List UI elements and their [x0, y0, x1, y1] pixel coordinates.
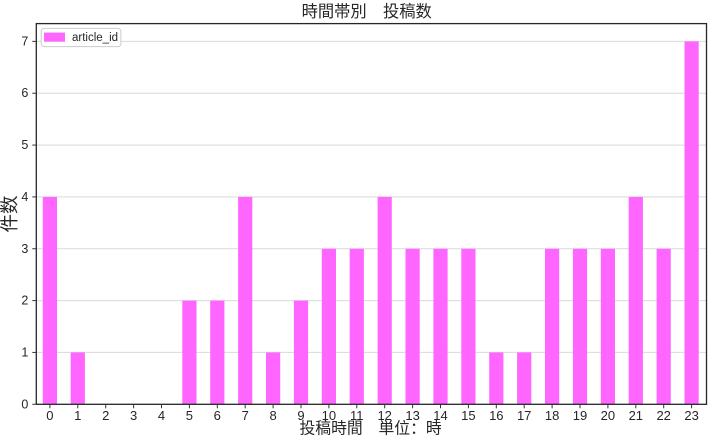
svg-text:15: 15	[461, 408, 475, 423]
svg-text:投稿時間 単位：時: 投稿時間 単位：時	[300, 420, 442, 438]
svg-text:23: 23	[684, 408, 698, 423]
svg-text:1: 1	[74, 408, 81, 423]
svg-text:1: 1	[21, 345, 28, 359]
svg-text:18: 18	[545, 408, 559, 423]
svg-text:7: 7	[21, 34, 28, 48]
svg-text:20: 20	[601, 408, 615, 423]
svg-text:8: 8	[269, 408, 276, 423]
svg-text:22: 22	[656, 408, 670, 423]
svg-text:4: 4	[21, 190, 28, 204]
svg-text:件数: 件数	[0, 195, 20, 232]
svg-text:2: 2	[102, 408, 109, 423]
svg-text:6: 6	[21, 86, 28, 100]
svg-text:0: 0	[46, 408, 53, 423]
svg-text:0: 0	[21, 397, 28, 411]
svg-text:3: 3	[130, 408, 137, 423]
svg-text:16: 16	[489, 408, 503, 423]
svg-text:2: 2	[21, 294, 28, 308]
svg-text:時間帯別 投稿数: 時間帯別 投稿数	[302, 3, 432, 21]
svg-text:21: 21	[629, 408, 643, 423]
svg-text:3: 3	[21, 242, 28, 256]
svg-text:17: 17	[517, 408, 531, 423]
svg-text:7: 7	[242, 408, 249, 423]
svg-text:19: 19	[573, 408, 587, 423]
svg-text:article_id: article_id	[72, 32, 118, 44]
svg-text:4: 4	[158, 408, 165, 423]
svg-text:5: 5	[186, 408, 193, 423]
svg-text:6: 6	[214, 408, 221, 423]
svg-text:5: 5	[21, 138, 28, 152]
